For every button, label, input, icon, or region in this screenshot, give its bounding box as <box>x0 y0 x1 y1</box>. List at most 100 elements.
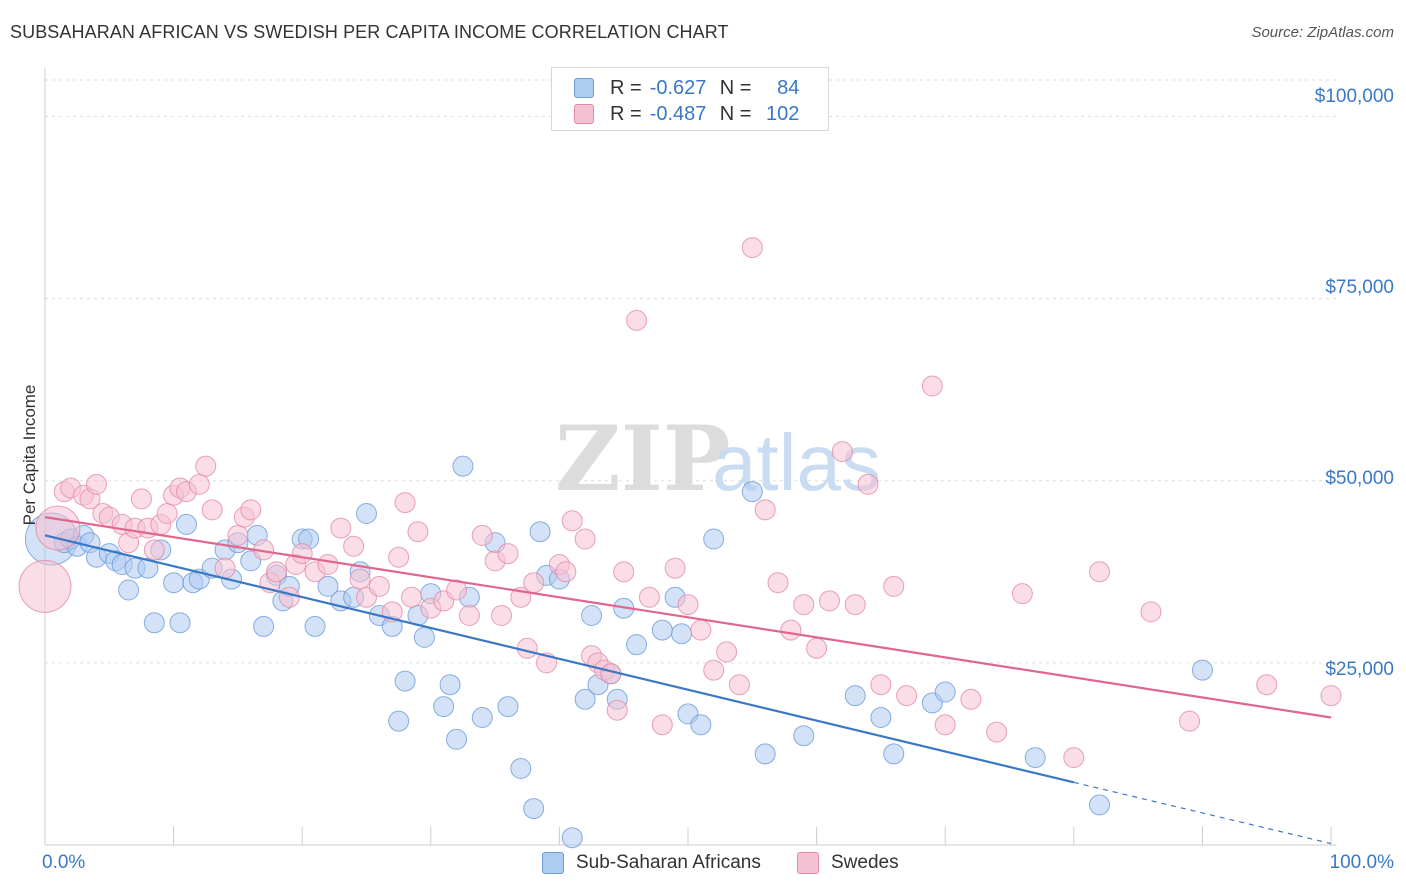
point-swedes <box>986 721 1008 743</box>
point-swedes <box>793 594 815 616</box>
y-tick-75000: $75,000 <box>1325 277 1394 298</box>
legend-swatch-pink <box>574 104 594 124</box>
point-swedes <box>330 517 352 539</box>
point-subsaharan <box>471 707 493 728</box>
n-value-blue: 84 <box>777 76 800 99</box>
point-swedes <box>934 714 956 736</box>
r-value-pink: -0.487 <box>649 102 707 125</box>
trend-line-subsaharan-extension <box>1073 781 1332 845</box>
point-swedes <box>960 688 982 710</box>
point-subsaharan <box>394 670 416 692</box>
point-swedes <box>195 455 217 477</box>
point-subsaharan <box>433 696 455 718</box>
point-swedes <box>491 605 513 626</box>
point-swedes <box>806 637 828 659</box>
point-swedes <box>18 559 72 613</box>
point-swedes <box>1320 685 1342 707</box>
x-tick-100: 100.0% <box>1329 852 1394 873</box>
point-swedes <box>227 524 249 546</box>
point-swedes <box>368 575 390 597</box>
point-subsaharan <box>934 681 956 703</box>
point-swedes <box>265 561 287 583</box>
point-swedes <box>278 586 300 608</box>
axes <box>44 68 1336 846</box>
point-subsaharan <box>870 707 892 728</box>
legend-item-swedes[interactable]: Swedes <box>797 852 899 874</box>
y-tick-25000: $25,000 <box>1325 659 1394 680</box>
point-swedes <box>844 594 866 616</box>
point-swedes <box>343 535 365 557</box>
legend-row-blue: R = -0.627 N = 84 <box>574 75 799 101</box>
legend-label-swedes: Swedes <box>831 852 899 873</box>
chart-title: SUBSAHARAN AFRICAN VS SWEDISH PER CAPITA… <box>10 22 729 42</box>
point-swedes <box>523 572 545 594</box>
point-subsaharan <box>1089 794 1111 816</box>
point-subsaharan <box>651 619 673 641</box>
point-swedes <box>188 473 210 495</box>
point-swedes <box>638 586 660 608</box>
y-axis-label: Per Capita Income <box>20 384 39 526</box>
point-swedes <box>555 561 577 583</box>
point-swedes <box>388 546 410 568</box>
point-swedes <box>574 528 596 550</box>
point-swedes <box>401 586 423 608</box>
point-subsaharan <box>163 572 185 594</box>
point-swedes <box>767 572 789 594</box>
point-swedes <box>85 473 107 495</box>
point-swedes <box>651 714 673 736</box>
watermark-atlas: atlas <box>712 418 881 507</box>
point-subsaharan <box>1191 659 1213 681</box>
source-label: Source: ZipAtlas.com <box>1251 24 1394 41</box>
point-subsaharan <box>561 827 583 849</box>
point-swedes <box>818 590 840 612</box>
point-swedes <box>214 557 236 579</box>
point-swedes <box>156 503 178 524</box>
point-subsaharan <box>452 455 474 477</box>
point-subsaharan <box>574 688 596 710</box>
legend-label-subsaharan: Sub-Saharan Africans <box>576 852 761 873</box>
point-swedes <box>754 499 776 521</box>
point-swedes <box>613 561 635 583</box>
point-swedes <box>883 575 905 597</box>
point-swedes <box>728 674 750 696</box>
point-subsaharan <box>143 612 165 634</box>
point-subsaharan <box>690 714 712 736</box>
point-subsaharan <box>626 634 648 656</box>
trend-line-subsaharan <box>44 534 1075 784</box>
point-subsaharan <box>1024 747 1046 769</box>
point-subsaharan <box>413 626 435 648</box>
point-subsaharan <box>671 623 693 645</box>
trend-lines <box>44 516 1332 845</box>
point-swedes <box>446 579 468 601</box>
point-swedes <box>407 521 429 543</box>
legend-swatch-blue <box>574 78 594 98</box>
r-value-blue: -0.627 <box>649 76 707 99</box>
point-swedes <box>921 375 943 397</box>
point-subsaharan <box>253 615 275 637</box>
point-swedes <box>626 309 648 331</box>
y-tick-100000: $100,000 <box>1314 86 1394 107</box>
y-tick-50000: $50,000 <box>1325 468 1394 489</box>
point-swedes <box>703 659 725 681</box>
point-swedes <box>664 557 686 579</box>
point-swedes <box>471 524 493 546</box>
trend-line-swedes <box>44 516 1332 719</box>
correlation-legend: R = -0.627 N = 84 R = -0.487 N = 102 <box>551 67 829 131</box>
point-swedes <box>677 594 699 616</box>
point-swedes <box>870 674 892 696</box>
point-subsaharan <box>523 798 545 820</box>
point-subsaharan <box>317 575 339 597</box>
point-swedes <box>896 685 918 707</box>
point-swedes <box>35 505 81 551</box>
legend-item-subsaharan[interactable]: Sub-Saharan Africans <box>542 852 761 874</box>
legend-swatch-blue <box>542 852 564 874</box>
legend-row-pink: R = -0.487 N = 102 <box>574 101 799 127</box>
r-label: R = <box>610 102 642 125</box>
point-swedes <box>1063 747 1085 769</box>
point-subsaharan <box>793 725 815 747</box>
point-swedes <box>741 237 763 259</box>
n-label: N = <box>719 102 752 125</box>
point-swedes <box>780 619 802 641</box>
point-swedes <box>1140 601 1162 623</box>
